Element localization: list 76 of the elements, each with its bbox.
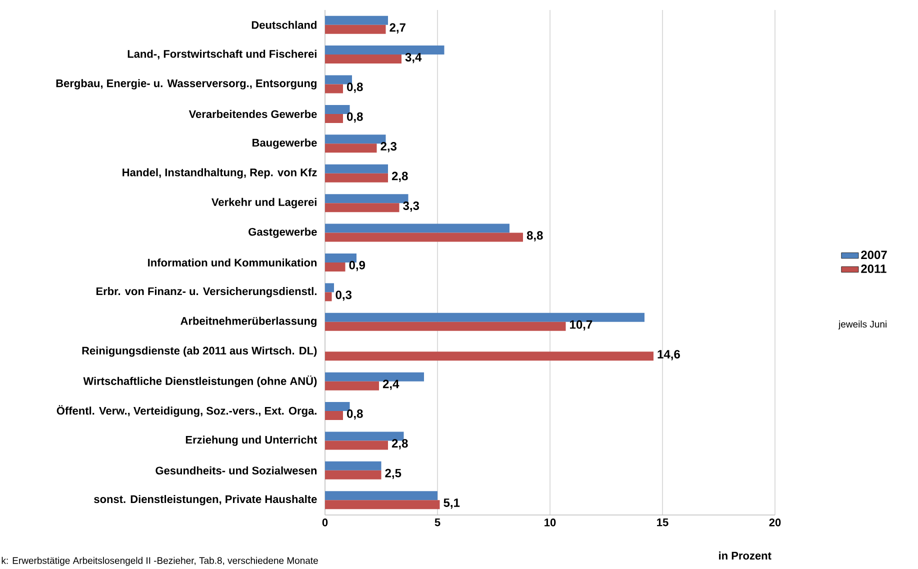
- bar: [325, 194, 408, 204]
- y-tick-label: Erziehung und Unterricht: [186, 436, 318, 446]
- y-tick-label: Öffentl. Verw., Verteidigung, Soz.-vers., Ext. Orga.: [56, 405, 316, 417]
- bar: [325, 134, 386, 144]
- y-tick-label: Deutschland: [252, 20, 316, 29]
- bar: [325, 84, 344, 94]
- bar: [325, 262, 346, 272]
- y-tick-label: Verkehr und Lagerei: [212, 198, 316, 208]
- x-tick-label: 10: [544, 518, 556, 526]
- data-label: 5,1: [444, 498, 460, 509]
- y-tick-label: Handel, Instandhaltung, Rep. von Kfz: [122, 168, 317, 179]
- data-label: 3,3: [403, 201, 420, 212]
- bar: [325, 372, 424, 382]
- bar: [325, 470, 382, 480]
- data-label: 2,7: [390, 23, 406, 34]
- bar: [325, 75, 352, 84]
- y-tick-label: Gastgewerbe: [248, 228, 317, 238]
- bar: [325, 104, 350, 114]
- data-label: 0,8: [347, 112, 363, 123]
- bar: [325, 411, 344, 420]
- bar: [325, 232, 523, 242]
- bar: [325, 16, 388, 25]
- bar: [325, 312, 644, 322]
- y-tick-label: Verarbeitendes Gewerbe: [188, 110, 317, 118]
- y-tick-label: Erbr. von Finanz- u. Versicherungsdienstl.: [96, 287, 316, 298]
- data-label: 14,6: [658, 350, 680, 360]
- text: jeweils Juni: [838, 320, 886, 330]
- data-label: 8,8: [526, 231, 543, 242]
- y-tick-label: Gesundheits- und Sozialwesen: [156, 466, 317, 474]
- y-tick-label: Reinigungsdienste (ab 2011 aus Wirtsch. DL): [82, 346, 317, 357]
- bar: [325, 432, 404, 441]
- bar: [325, 173, 388, 182]
- legend-label: 2007: [861, 250, 887, 260]
- x-tick-label: 20: [769, 518, 781, 526]
- data-label: 2,8: [392, 172, 408, 182]
- data-label: 2,4: [382, 380, 400, 390]
- x-axis-title: in Prozent: [719, 552, 772, 560]
- bar: [325, 164, 388, 174]
- data-label: 2,3: [380, 142, 397, 152]
- bar: [325, 203, 400, 212]
- y-tick-label: Wirtschaftliche Dienstleistungen (ohne ANÜ): [83, 375, 317, 388]
- bar: [325, 500, 440, 510]
- data-label: 2,8: [392, 439, 408, 450]
- data-label: 2,5: [385, 468, 402, 480]
- bar: [325, 461, 382, 470]
- data-label: 0,3: [336, 290, 352, 301]
- x-tick-label: 0: [322, 518, 328, 526]
- data-label: 0,9: [349, 260, 366, 272]
- y-tick-label: Arbeitnehmerüberlassung: [180, 316, 316, 328]
- x-tick-label: 15: [657, 518, 668, 526]
- bar: [325, 114, 344, 123]
- bar: [325, 322, 566, 331]
- bar: [325, 283, 334, 292]
- x-tick-label: 5: [434, 518, 440, 526]
- data-label: 10,7: [570, 320, 592, 331]
- legend-label: 2011: [861, 264, 886, 273]
- bar: [325, 46, 444, 55]
- bar: [325, 292, 332, 302]
- bar: [325, 381, 380, 390]
- bar: [325, 440, 388, 450]
- data-label: 0,8: [347, 409, 363, 420]
- text: k: Erwerbstätige Arbeitslosengeld II -Bezieher, Tab.8, verschiedene Monate: [2, 556, 318, 566]
- data-label: 3,4: [405, 52, 422, 64]
- bar: [325, 54, 402, 64]
- y-tick-label: Information und Kommunikation: [148, 258, 317, 267]
- y-tick-label: sonst. Dienstleistungen, Private Haushalte: [94, 494, 317, 506]
- bar: [325, 24, 386, 34]
- data-label: 0,8: [347, 82, 363, 93]
- bar: [325, 144, 377, 153]
- bar: [325, 352, 654, 361]
- y-tick-label: Land-, Forstwirtschaft und Fischerei: [128, 50, 316, 60]
- bar: [325, 253, 356, 262]
- y-tick-label: Baugewerbe: [252, 138, 317, 149]
- bar: [325, 224, 510, 233]
- y-tick-label: Bergbau, Energie- u. Wasserversorg., Entsorgung: [56, 79, 316, 90]
- bar: [325, 491, 438, 500]
